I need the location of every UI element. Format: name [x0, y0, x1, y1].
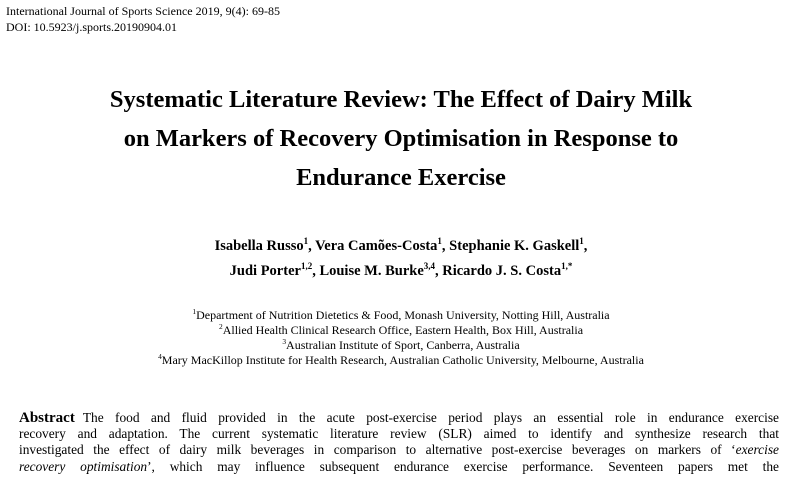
author-line: Isabella Russo1, Vera Camões-Costa1, Ste… [0, 234, 802, 259]
abstract-line: Abstract The food and fluid provided in t… [19, 410, 779, 426]
title-line: Endurance Exercise [296, 164, 506, 191]
affiliation-number: 4 [158, 352, 162, 361]
abstract-text: ’, which may influence subsequent endura… [147, 458, 779, 474]
author-affil-marker: 1,2 [300, 261, 313, 272]
affiliation-number: 3 [282, 337, 287, 346]
title-line: on Markers of Recovery Optimisation in R… [123, 125, 679, 152]
author-line: Judi Porter1,2, Louise M. Burke3,4, Rica… [0, 259, 802, 284]
abstract-text: investigated the effect of dairy milk be… [19, 442, 736, 458]
abstract-text: The food and fluid provided in the acute… [82, 410, 779, 425]
author-name: Louise M. Burke [319, 263, 424, 279]
author-name: Isabella Russo [214, 238, 304, 254]
affiliation-text: Allied Health Clinical Research Office, … [222, 323, 584, 337]
author-affil-marker: 3,4 [423, 261, 435, 272]
author-separator: , [312, 263, 320, 279]
abstract-line: recovery optimisation’, which may influe… [19, 459, 779, 475]
author-list: Isabella Russo1, Vera Camões-Costa1, Ste… [0, 234, 802, 284]
author-separator: , [583, 238, 588, 254]
author-affil-marker: 1 [579, 236, 584, 247]
author-name: Ricardo J. S. Costa [442, 263, 562, 279]
affiliation: 4Mary MacKillop Institute for Health Res… [0, 353, 802, 368]
doi-line: DOI: 10.5923/j.sports.20190904.01 [6, 20, 177, 34]
affiliation: 3Australian Institute of Sport, Canberra… [0, 338, 802, 353]
abstract-italic-text: recovery optimisation [19, 458, 148, 474]
affiliation-number: 2 [218, 322, 223, 331]
author-name: Vera Camões-Costa [315, 238, 438, 254]
author-affil-marker: 1 [303, 236, 309, 247]
affiliation-text: Australian Institute of Sport, Canberra,… [286, 338, 520, 352]
abstract-heading: Abstract [19, 410, 75, 426]
affiliation-text: Department of Nutrition Dietetics & Food… [196, 308, 610, 322]
author-affil-marker: 1 [437, 236, 442, 247]
affiliation: 1Department of Nutrition Dietetics & Foo… [0, 308, 802, 323]
affiliation-list: 1Department of Nutrition Dietetics & Foo… [0, 308, 802, 368]
affiliation-number: 1 [192, 307, 197, 316]
author-separator: , [435, 263, 443, 279]
author-separator: , [308, 238, 316, 254]
abstract-line: recovery and adaptation. The current sys… [19, 426, 779, 442]
title-line: Systematic Literature Review: The Effect… [109, 86, 693, 113]
paper-title: Systematic Literature Review: The Effect… [0, 80, 802, 197]
affiliation-text: Mary MacKillop Institute for Health Rese… [161, 353, 644, 367]
author-name: Stephanie K. Gaskell [449, 238, 580, 254]
abstract-italic-text: exercise [735, 442, 779, 458]
affiliation: 2Allied Health Clinical Research Office,… [0, 323, 802, 338]
author-name: Judi Porter [229, 263, 301, 279]
journal-citation: International Journal of Sports Science … [6, 4, 280, 18]
abstract-line: investigated the effect of dairy milk be… [19, 442, 779, 458]
author-separator: , [441, 238, 450, 254]
abstract: Abstract The food and fluid provided in t… [19, 410, 779, 475]
author-affil-marker: 1,* [561, 261, 573, 272]
